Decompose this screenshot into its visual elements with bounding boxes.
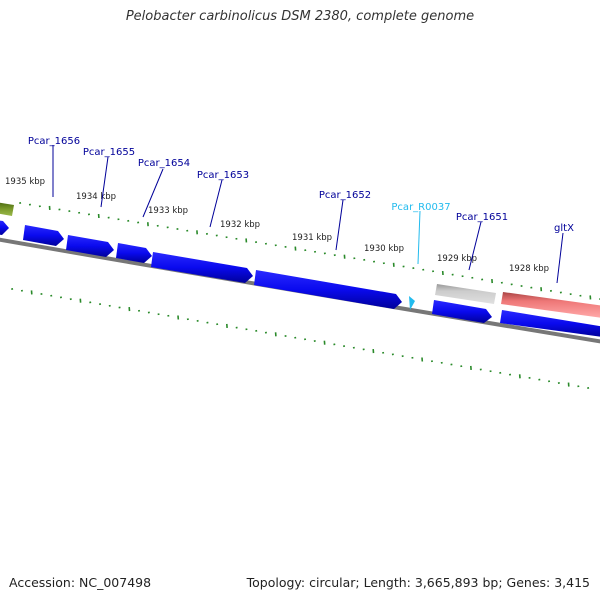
- ruler-label: 1931 kbp: [292, 233, 332, 243]
- gene-label-pcar-r0037[interactable]: Pcar_R0037: [391, 202, 450, 213]
- ruler-labels: 1935 kbp 1934 kbp 1933 kbp 1932 kbp 1931…: [5, 177, 549, 274]
- ruler-ticks-outer: [19, 202, 600, 300]
- gene-label-pcar-1654[interactable]: Pcar_1654: [138, 158, 190, 169]
- feature-pcar-r0037[interactable]: [409, 296, 415, 310]
- feature-row-reverse: [0, 220, 600, 337]
- leader-pcar-1652: [335, 199, 344, 251]
- ruler-label: 1928 kbp: [509, 264, 549, 274]
- ruler-label: 1930 kbp: [364, 244, 404, 254]
- ruler-label: 1933 kbp: [148, 206, 188, 216]
- feature-pcar-1652[interactable]: [254, 270, 402, 309]
- ruler-label: 1934 kbp: [76, 192, 116, 202]
- gene-label-pcar-1652[interactable]: Pcar_1652: [319, 190, 371, 201]
- feature-pcar-1656[interactable]: [23, 225, 64, 246]
- leader-pcar-1653: [209, 179, 223, 228]
- leader-pcar-1655: [100, 156, 109, 208]
- gene-label-pcar-1651[interactable]: Pcar_1651: [456, 212, 508, 223]
- gene-label-pcar-1656[interactable]: Pcar_1656: [28, 136, 80, 147]
- gene-label-pcar-1655[interactable]: Pcar_1655: [83, 147, 135, 158]
- leader-pcar-r0037: [417, 210, 421, 265]
- map-title: Pelobacter carbinolicus DSM 2380, comple…: [125, 9, 475, 24]
- feature-gltX[interactable]: [501, 292, 600, 318]
- feature-pseudo[interactable]: [435, 284, 496, 304]
- ruler-label: 1929 kbp: [437, 254, 477, 264]
- feature-first-gene[interactable]: [0, 202, 14, 216]
- leader-pcar-1654: [142, 168, 164, 218]
- gene-label-pcar-1653[interactable]: Pcar_1653: [197, 170, 249, 181]
- leader-pcar-1651: [468, 221, 482, 271]
- ruler-label: 1932 kbp: [220, 220, 260, 230]
- leader-gltX: [556, 232, 564, 284]
- label-leaders: [52, 145, 564, 284]
- accession-text: Accession: NC_007498: [9, 575, 152, 590]
- topology-summary: Topology: circular; Length: 3,665,893 bp…: [246, 575, 590, 590]
- ruler-ticks-inner: [11, 288, 590, 389]
- feature-pcar-1657[interactable]: [0, 220, 9, 235]
- feature-pcar-1653[interactable]: [151, 252, 253, 283]
- feature-pcar-1650[interactable]: [500, 310, 600, 337]
- ruler-label: 1935 kbp: [5, 177, 45, 187]
- gene-labels: Pcar_1656 Pcar_1655 Pcar_1654 Pcar_1653 …: [28, 136, 574, 234]
- gene-label-gltX[interactable]: gltX: [554, 223, 574, 234]
- feature-pcar-1655[interactable]: [66, 235, 114, 257]
- feature-pcar-1654[interactable]: [116, 243, 152, 263]
- feature-pcar-1651[interactable]: [432, 300, 492, 323]
